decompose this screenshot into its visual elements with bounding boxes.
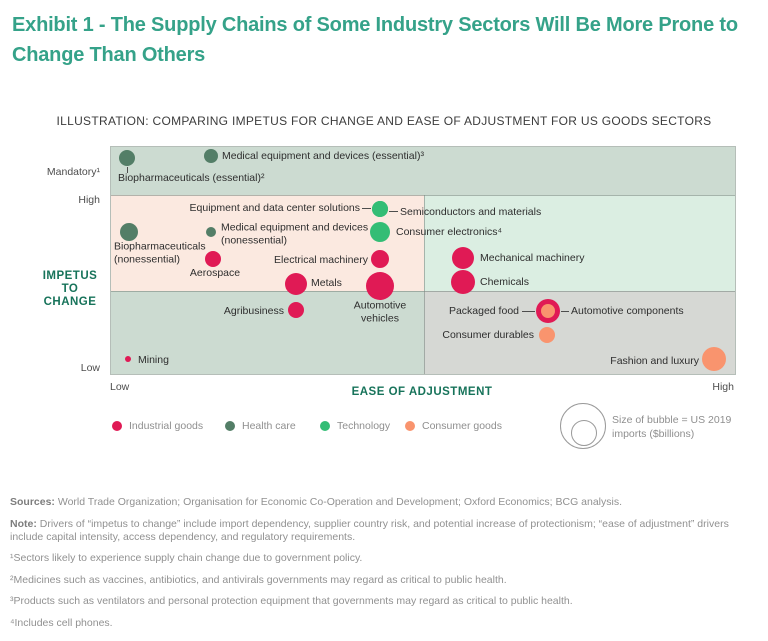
mechanical-machinery-label: Mechanical machinery bbox=[480, 251, 585, 264]
agribusiness-label: Agribusiness bbox=[223, 304, 284, 317]
biopharmaceuticals-essential-label: Biopharmaceuticals (essential)² bbox=[118, 171, 265, 184]
footnote-1: ¹Sectors likely to experience supply cha… bbox=[10, 552, 363, 564]
semiconductors-materials-bubble bbox=[372, 201, 388, 217]
leader-line-1 bbox=[362, 208, 371, 209]
consumer-dot-icon bbox=[405, 421, 415, 431]
footnote-3: ³Products such as ventilators and person… bbox=[10, 595, 573, 607]
electrical-machinery-bubble bbox=[371, 250, 389, 268]
leader-line-4 bbox=[561, 311, 569, 312]
technology-dot-icon bbox=[320, 421, 330, 431]
healthcare-dot-icon bbox=[225, 421, 235, 431]
medical-equipment-nonessential-bubble bbox=[206, 227, 216, 237]
bubble-size-outer-ring-icon bbox=[560, 403, 606, 449]
quadrant-high-impetus-high-ease bbox=[424, 195, 735, 291]
legend-label: Technology bbox=[337, 420, 391, 432]
y-tick-low: Low bbox=[80, 362, 100, 374]
x-tick-low: Low bbox=[110, 381, 130, 393]
note-line: Note: Drivers of “impetus to change” inc… bbox=[10, 518, 758, 544]
legend-label: Industrial goods bbox=[129, 420, 204, 432]
metals-bubble bbox=[285, 273, 307, 295]
packaged-food-label: Packaged food bbox=[448, 304, 519, 317]
mining-label: Mining bbox=[138, 353, 169, 366]
electrical-machinery-label: Electrical machinery bbox=[274, 253, 368, 266]
consumer-durables-bubble bbox=[539, 327, 555, 343]
leader-line-3 bbox=[522, 311, 535, 312]
automotive-vehicles-label: Automotive vehicles bbox=[353, 299, 407, 325]
fashion-luxury-bubble bbox=[702, 347, 726, 371]
quadrant-separator-2 bbox=[424, 195, 425, 374]
sources-label: Sources: bbox=[10, 496, 55, 508]
legend: Industrial goods Health care Technology Con… bbox=[0, 420, 768, 440]
sources-line: Sources: World Trade Organization; Organ… bbox=[10, 496, 758, 509]
page-title: Exhibit 1 - The Supply Chains of Some In… bbox=[12, 14, 738, 66]
footnote-2: ²Medicines such as vaccines, antibiotics… bbox=[10, 573, 507, 586]
legend-item-healthcare: Health care bbox=[225, 420, 296, 432]
biopharmaceuticals-nonessential-label: Biopharmaceuticals (nonessential) bbox=[114, 240, 206, 266]
footnote-4: ⁴Includes cell phones. bbox=[10, 616, 113, 629]
consumer-durables-label: Consumer durables bbox=[442, 328, 534, 341]
consumer-electronics-bubble bbox=[370, 222, 390, 242]
footer: Sources: World Trade Organization; Organ… bbox=[10, 496, 758, 638]
aerospace-bubble bbox=[205, 251, 221, 267]
mechanical-machinery-bubble bbox=[452, 247, 474, 269]
bubble-size-inner-ring-icon bbox=[571, 420, 597, 446]
note-text: Drivers of “impetus to change” include i… bbox=[10, 517, 729, 543]
chemicals-bubble bbox=[451, 270, 475, 294]
legend-item-technology: Technology bbox=[320, 420, 390, 432]
automotive-vehicles-bubble bbox=[366, 272, 394, 300]
y-tick-mandatory: Mandatory¹ bbox=[46, 166, 100, 178]
plot-area: Biopharmaceuticals (essential)² Medical e… bbox=[110, 146, 736, 375]
chemicals-label: Chemicals bbox=[480, 275, 530, 288]
agribusiness-bubble bbox=[288, 302, 304, 318]
y-tick-high: High bbox=[78, 194, 100, 206]
y-axis-title: IMPETUS TO CHANGE bbox=[42, 270, 98, 308]
industrial-dot-icon bbox=[112, 421, 122, 431]
quadrant-low-impetus-low-ease bbox=[111, 291, 424, 374]
packaged-food-bubble bbox=[541, 304, 555, 318]
x-axis-title: EASE OF ADJUSTMENT bbox=[351, 386, 493, 398]
quadrant-separator-0 bbox=[111, 195, 735, 196]
chart-title: ILLUSTRATION: COMPARING IMPETUS FOR CHAN… bbox=[56, 114, 712, 128]
legend-label: Consumer goods bbox=[422, 420, 502, 432]
leader-line-2 bbox=[389, 211, 398, 212]
medical-equipment-essential-label: Medical equipment and devices (essential… bbox=[222, 149, 424, 162]
fashion-luxury-label: Fashion and luxury bbox=[610, 354, 699, 367]
legend-item-industrial: Industrial goods bbox=[112, 420, 203, 432]
equipment-data-center-label: Equipment and data center solutions bbox=[189, 201, 360, 214]
metals-label: Metals bbox=[311, 276, 342, 289]
mining-bubble bbox=[125, 356, 131, 362]
biopharmaceuticals-essential-bubble bbox=[119, 150, 135, 166]
sources-text: World Trade Organization; Organisation f… bbox=[54, 496, 622, 508]
leader-line-0 bbox=[127, 167, 128, 173]
medical-equipment-essential-bubble bbox=[204, 149, 218, 163]
note-label: Note: bbox=[10, 517, 37, 530]
legend-label: Health care bbox=[242, 420, 296, 432]
medical-equipment-nonessential-label: Medical equipment and devices (nonessent… bbox=[221, 221, 369, 247]
quadrant-separator-1 bbox=[111, 291, 735, 292]
x-tick-high: High bbox=[712, 381, 734, 393]
consumer-electronics-label: Consumer electronics⁴ bbox=[396, 225, 503, 238]
legend-item-consumer: Consumer goods bbox=[405, 420, 502, 432]
aerospace-label: Aerospace bbox=[189, 266, 241, 279]
bubble-size-note: Size of bubble = US 2019 imports ($billi… bbox=[612, 414, 732, 440]
biopharmaceuticals-nonessential-bubble bbox=[120, 223, 138, 241]
quadrant-low-impetus-high-ease bbox=[424, 291, 735, 374]
automotive-components-label: Automotive components bbox=[571, 304, 684, 317]
semiconductors-materials-label: Semiconductors and materials bbox=[400, 205, 542, 218]
